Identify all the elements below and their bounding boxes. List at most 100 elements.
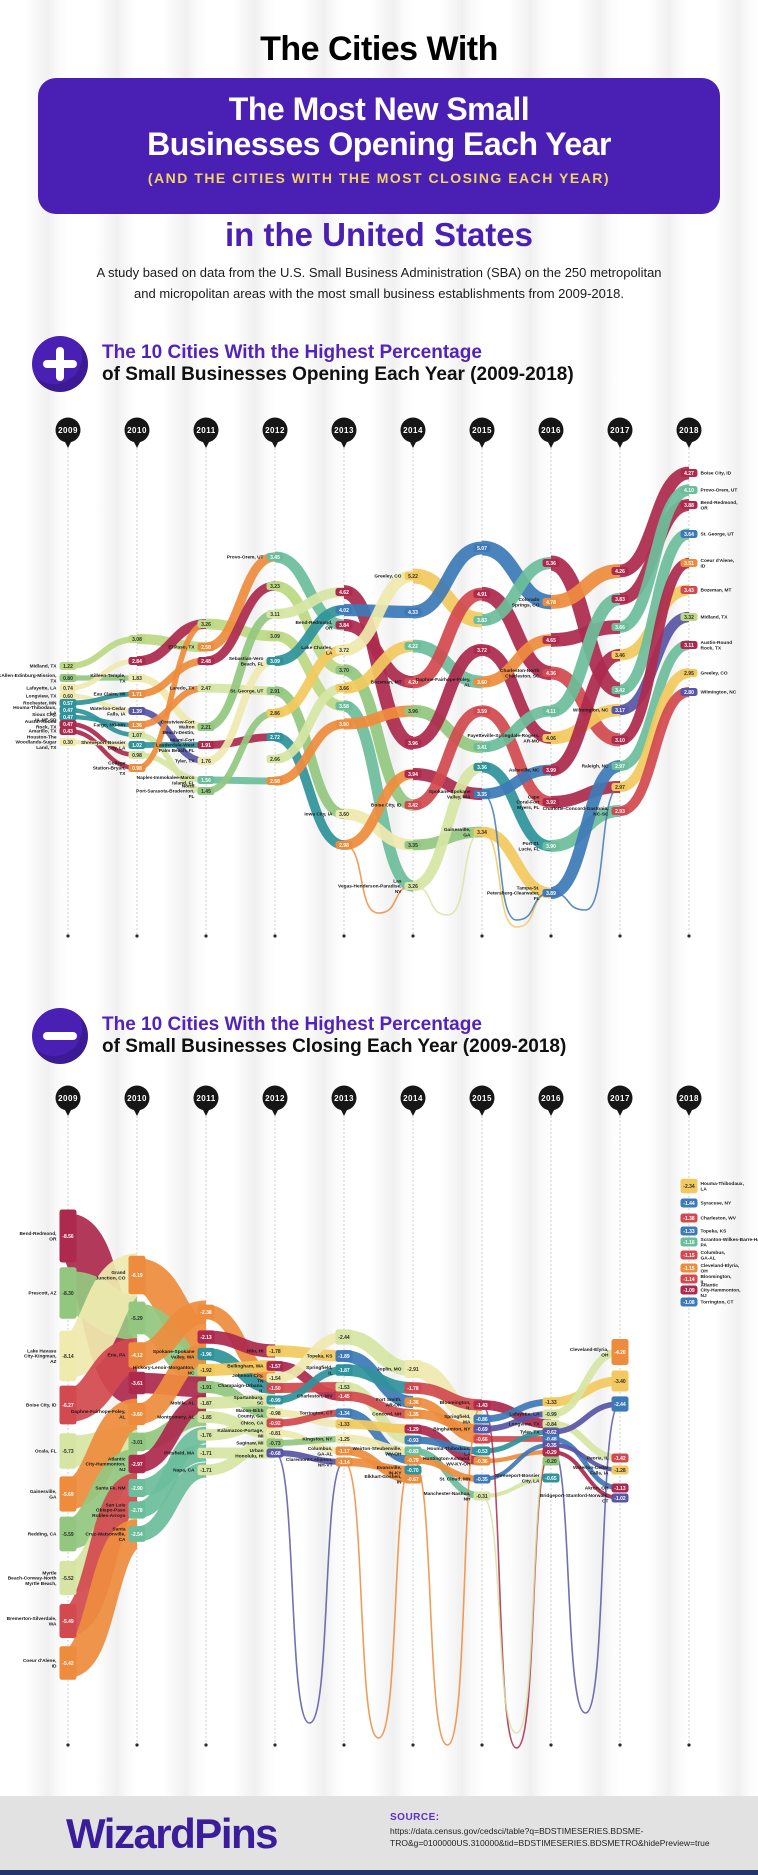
- flow-ribbon: [411, 587, 484, 689]
- node-value: -1.33: [683, 1229, 695, 1235]
- chart-node: [542, 734, 560, 742]
- node-value: -1.45: [338, 1394, 350, 1400]
- chart-node: [335, 1329, 353, 1345]
- flow-ribbon: [480, 705, 553, 808]
- chart-node: [197, 643, 215, 651]
- flow-ribbon: [411, 761, 484, 892]
- chart-node: [59, 727, 77, 735]
- year-label: 2011: [196, 1094, 215, 1103]
- chart-node: [404, 608, 422, 616]
- year-balloon: [469, 1085, 495, 1111]
- chart-node: [680, 501, 698, 509]
- node-value: 4.26: [615, 569, 625, 575]
- chart-node: [197, 1330, 215, 1344]
- chart-node: [128, 764, 146, 772]
- node-city-label: Cleveland-Elyria, OH: [570, 1347, 609, 1358]
- node-city-label: Bloomington, IL: [440, 1400, 472, 1411]
- node-value: 2.97: [615, 764, 625, 770]
- flow-ribbon: [481, 1400, 552, 1429]
- flow-ribbon: [412, 568, 483, 628]
- year-balloon: [124, 417, 150, 443]
- node-value: -1.38: [683, 1216, 695, 1222]
- node-city-label: Laredo, TX: [170, 686, 196, 692]
- year-balloon: [400, 417, 426, 443]
- chart-node: [611, 1338, 629, 1366]
- node-value: 3.50: [339, 722, 349, 728]
- flow-ribbon: [550, 1442, 621, 1473]
- node-city-label: Bend-Redmond, OR: [19, 1231, 57, 1242]
- chart-node: [680, 559, 698, 567]
- year-balloon-pointer: [340, 1108, 348, 1116]
- flow-ribbon: [618, 557, 691, 746]
- chart-node: [542, 766, 560, 774]
- node-value: 3.90: [546, 844, 556, 850]
- node-value: 2.95: [684, 671, 694, 677]
- year-label: 2010: [127, 1094, 147, 1103]
- chart-node: [404, 707, 422, 715]
- chart-node: [128, 1371, 146, 1395]
- node-city-label: Weirton-Steubenville, WV-OH: [353, 1446, 403, 1457]
- flow-ribbon: [412, 1456, 483, 1483]
- chart-node: [266, 1448, 284, 1458]
- node-city-label: Chico, CA: [241, 1421, 264, 1427]
- flow-ribbon: [205, 1359, 276, 1377]
- node-value: -1.43: [476, 1403, 488, 1409]
- flow-ribbon: [67, 728, 138, 771]
- node-city-label: Cleveland-Elyria, OH: [701, 1263, 740, 1274]
- flow-ribbon: [274, 645, 345, 718]
- chart-node: [59, 713, 77, 721]
- year-balloon: [124, 1085, 150, 1111]
- node-value: -5.29: [131, 1316, 143, 1322]
- flow-ribbon: [205, 709, 276, 795]
- node-value: -5.69: [62, 1492, 74, 1498]
- node-city-label: Lake Charles, LA: [301, 645, 333, 656]
- chart-node: [266, 733, 284, 741]
- node-value: 2.93: [615, 809, 625, 815]
- chart-node: [473, 1491, 491, 1501]
- year-balloon-pointer: [271, 440, 279, 448]
- chart-node: [611, 595, 629, 603]
- node-value: -1.87: [200, 1401, 212, 1407]
- year-balloon-pointer: [547, 440, 555, 448]
- flow-ribbon: [412, 767, 483, 801]
- chart-node: [128, 751, 146, 759]
- chart-node: [680, 1198, 698, 1208]
- flow-ribbon: [412, 639, 483, 689]
- chart-node: [404, 841, 422, 849]
- node-value: 3.94: [408, 772, 418, 778]
- chart-node: [404, 801, 422, 809]
- flow-dip-ribbon: [481, 1444, 552, 1734]
- flow-ribbon: [205, 776, 276, 785]
- chart-node: [542, 636, 560, 644]
- node-value: -1.17: [338, 1449, 350, 1455]
- node-city-label: Springfield, IL: [306, 1365, 333, 1376]
- chart-node: [128, 1454, 146, 1474]
- chart-node: [680, 1263, 698, 1273]
- node-value: 3.96: [408, 741, 418, 747]
- flow-ribbon: [481, 761, 552, 852]
- chart-node: [197, 684, 215, 692]
- node-value: 3.35: [408, 843, 418, 849]
- node-city-label: Rochester, MN: [23, 701, 57, 707]
- flow-ribbon: [205, 1437, 276, 1476]
- chart-node: [197, 757, 215, 765]
- node-value: 2.21: [201, 725, 211, 731]
- node-city-label: McAllen-Edinburg-Mission, TX: [0, 673, 57, 684]
- node-value: 3.10: [615, 738, 625, 744]
- chart-node: [542, 1456, 560, 1466]
- node-value: 3.41: [477, 745, 487, 751]
- node-city-label: Provo-Orem, UT: [701, 488, 738, 494]
- flow-ribbon: [205, 1330, 276, 1358]
- flow-ribbon: [550, 563, 621, 610]
- node-value: -0.62: [545, 1430, 557, 1436]
- node-city-label: Charlotte-Concord-Gastonia, NC-SC: [543, 806, 609, 817]
- node-value: 3.88: [684, 503, 694, 509]
- node-city-label: Sioux City, IA-NE-SD: [32, 712, 57, 723]
- node-city-label: Manchester-Nashua, NH: [424, 1491, 472, 1502]
- node-city-label: Kingston, NY: [302, 1437, 333, 1443]
- node-city-label: Charleston, WV: [701, 1216, 737, 1222]
- node-value: -1.96: [200, 1352, 212, 1358]
- node-value: 1.45: [201, 789, 211, 795]
- node-value: -0.20: [545, 1459, 557, 1465]
- node-city-label: Waterloo-Cedar Falls, IA: [90, 706, 126, 717]
